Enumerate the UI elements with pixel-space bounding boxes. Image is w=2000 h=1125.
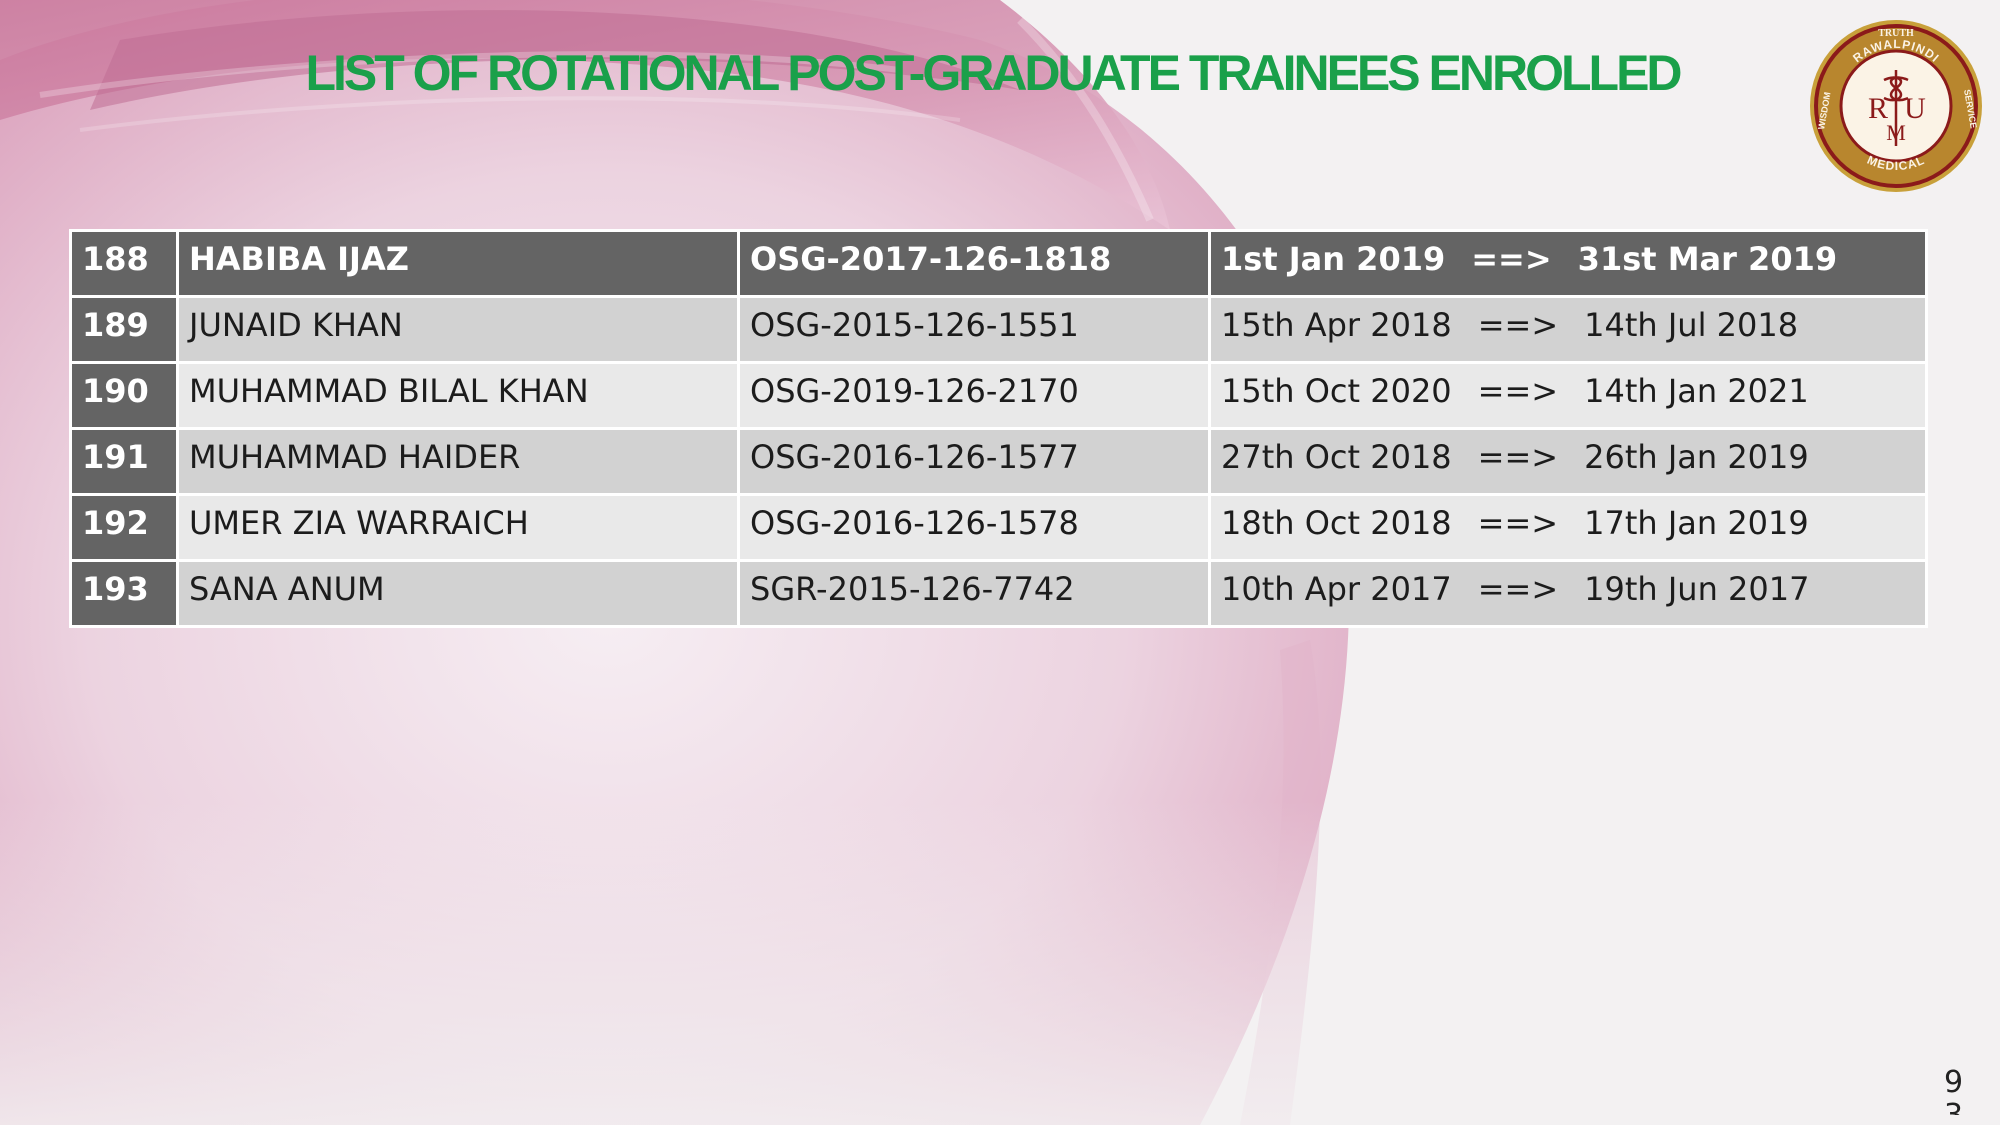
rotation-period: 18th Oct 2018 ==> 17th Jan 2019 bbox=[1221, 504, 1809, 542]
page-number: 9 3 bbox=[1944, 1066, 1963, 1115]
serial-number-cell: 189 bbox=[69, 295, 179, 364]
rotation-period-cell: 27th Oct 2018 ==> 26th Jan 2019 bbox=[1208, 427, 1928, 496]
rotation-start-date: 15th Apr 2018 bbox=[1221, 306, 1452, 344]
rotation-period-cell: 18th Oct 2018 ==> 17th Jan 2019 bbox=[1208, 493, 1928, 562]
serial-number-cell: 193 bbox=[69, 559, 179, 628]
arrow-text: ==> bbox=[1477, 570, 1559, 608]
serial-number-cell: 191 bbox=[69, 427, 179, 496]
logo-motto: TRUTH bbox=[1878, 28, 1914, 39]
page-number-line2: 3 bbox=[1944, 1099, 1963, 1115]
registration-number-cell: SGR-2015-126-7742 bbox=[737, 559, 1211, 628]
university-logo: RAWALPINDI MEDICAL TRUTH R U M WISDOM SE… bbox=[1808, 18, 1984, 194]
caduceus-icon bbox=[1883, 70, 1909, 146]
rotation-start-date: 18th Oct 2018 bbox=[1221, 504, 1452, 542]
rotation-period-cell: 15th Apr 2018 ==> 14th Jul 2018 bbox=[1208, 295, 1928, 364]
table-row: 188 HABIBA IJAZ OSG-2017-126-1818 1st Jan 2… bbox=[69, 229, 1928, 298]
rotation-start-date: 10th Apr 2017 bbox=[1221, 570, 1452, 608]
table-row: 189 JUNAID KHAN OSG-2015-126-1551 15th Apr … bbox=[69, 295, 1928, 364]
rotation-end-date: 26th Jan 2019 bbox=[1584, 438, 1809, 476]
trainee-table: 188 HABIBA IJAZ OSG-2017-126-1818 1st Jan 2… bbox=[69, 229, 1928, 628]
table-row: 192 UMER ZIA WARRAICH OSG-2016-126-1578 18t… bbox=[69, 493, 1928, 562]
serial-number-cell: 188 bbox=[69, 229, 179, 298]
logo-monogram-r: R bbox=[1868, 92, 1888, 125]
arrow-text: ==> bbox=[1477, 372, 1559, 410]
rotation-end-date: 19th Jun 2017 bbox=[1584, 570, 1810, 608]
rotation-period-cell: 10th Apr 2017 ==> 19th Jun 2017 bbox=[1208, 559, 1928, 628]
table-row: 191 MUHAMMAD HAIDER OSG-2016-126-1577 27th … bbox=[69, 427, 1928, 496]
rotation-start-date: 27th Oct 2018 bbox=[1221, 438, 1452, 476]
trainee-name-cell: JUNAID KHAN bbox=[176, 295, 740, 364]
arrow-text: ==> bbox=[1471, 240, 1552, 278]
rotation-period-cell: 15th Oct 2020 ==> 14th Jan 2021 bbox=[1208, 361, 1928, 430]
registration-number-cell: OSG-2015-126-1551 bbox=[737, 295, 1211, 364]
svg-text:MEDICAL: MEDICAL bbox=[1865, 153, 1927, 173]
registration-number-cell: OSG-2016-126-1578 bbox=[737, 493, 1211, 562]
trainee-name-cell: UMER ZIA WARRAICH bbox=[176, 493, 740, 562]
logo-monogram-m: M bbox=[1886, 120, 1906, 145]
table-row: 190 MUHAMMAD BILAL KHAN OSG-2019-126-2170 1… bbox=[69, 361, 1928, 430]
slide-title: LIST OF ROTATIONAL POST-GRADUATE TRAINEE… bbox=[305, 45, 1682, 101]
rotation-end-date: 31st Mar 2019 bbox=[1577, 240, 1838, 278]
page-number-line1: 9 bbox=[1944, 1065, 1964, 1100]
serial-number-cell: 190 bbox=[69, 361, 179, 430]
trainee-name-cell: HABIBA IJAZ bbox=[176, 229, 740, 298]
rotation-period-cell: 1st Jan 2019 ==> 31st Mar 2019 bbox=[1208, 229, 1928, 298]
rotation-end-date: 14th Jul 2018 bbox=[1584, 306, 1799, 344]
arrow-text: ==> bbox=[1477, 504, 1559, 542]
arrow-text: ==> bbox=[1477, 438, 1559, 476]
rotation-start-date: 1st Jan 2019 bbox=[1221, 240, 1446, 278]
trainee-name-cell: SANA ANUM bbox=[176, 559, 740, 628]
rotation-period: 10th Apr 2017 ==> 19th Jun 2017 bbox=[1221, 570, 1809, 608]
rotation-end-date: 14th Jan 2021 bbox=[1584, 372, 1809, 410]
trainee-name-cell: MUHAMMAD BILAL KHAN bbox=[176, 361, 740, 430]
trainee-table-body: 188 HABIBA IJAZ OSG-2017-126-1818 1st Jan 2… bbox=[69, 229, 1928, 628]
registration-number-cell: OSG-2019-126-2170 bbox=[737, 361, 1211, 430]
trainee-name-cell: MUHAMMAD HAIDER bbox=[176, 427, 740, 496]
logo-monogram-u: U bbox=[1904, 92, 1926, 125]
registration-number-cell: OSG-2016-126-1577 bbox=[737, 427, 1211, 496]
rotation-period: 1st Jan 2019 ==> 31st Mar 2019 bbox=[1221, 240, 1837, 278]
rotation-end-date: 17th Jan 2019 bbox=[1584, 504, 1809, 542]
rotation-start-date: 15th Oct 2020 bbox=[1221, 372, 1452, 410]
arrow-text: ==> bbox=[1477, 306, 1559, 344]
rotation-period: 27th Oct 2018 ==> 26th Jan 2019 bbox=[1221, 438, 1809, 476]
registration-number-cell: OSG-2017-126-1818 bbox=[737, 229, 1211, 298]
rotation-period: 15th Oct 2020 ==> 14th Jan 2021 bbox=[1221, 372, 1809, 410]
rotation-period: 15th Apr 2018 ==> 14th Jul 2018 bbox=[1221, 306, 1798, 344]
table-row: 193 SANA ANUM SGR-2015-126-7742 10th Apr 20… bbox=[69, 559, 1928, 628]
serial-number-cell: 192 bbox=[69, 493, 179, 562]
